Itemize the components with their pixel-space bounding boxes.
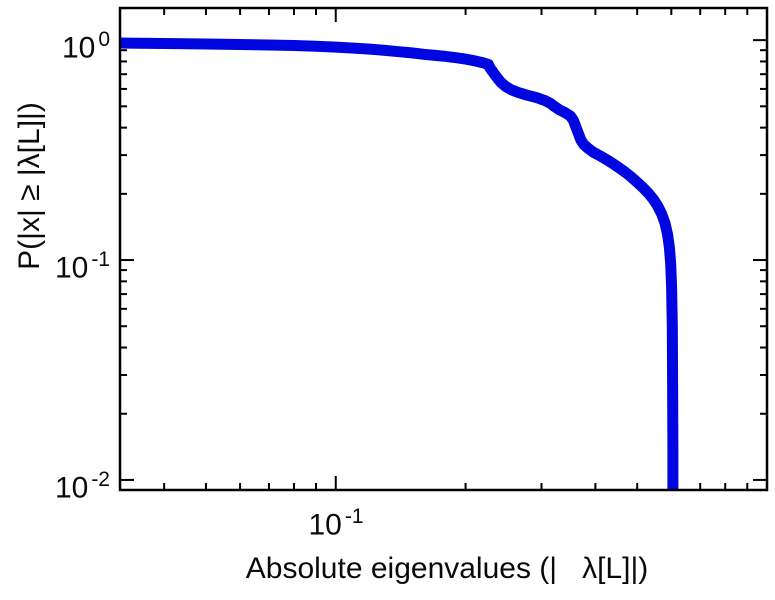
tick-exp: -1 [344,505,364,528]
tick-exp: 0 [98,28,110,51]
tick-base: 10 [61,31,96,65]
x-tick-label-1e-1: 10 -1 [308,500,363,543]
tick-base: 10 [308,508,342,542]
plot-frame [118,6,769,492]
tick-base: 10 [54,471,89,505]
y-tick-label-1e0: 10 0 [26,23,110,66]
y-tick-label-1e-1: 10 -1 [26,243,110,286]
y-axis-title: P(|x| ≥ |λ[L]|) [13,102,46,270]
tick-base: 10 [54,251,89,285]
y-tick-label-1e-2: 10 -2 [26,463,110,506]
tick-exp: -2 [91,468,110,491]
x-axis-title: Absolute eigenvalues (| λ[L]|) [245,552,649,585]
ccdf-curve [119,37,679,490]
tick-exp: -1 [91,248,110,271]
